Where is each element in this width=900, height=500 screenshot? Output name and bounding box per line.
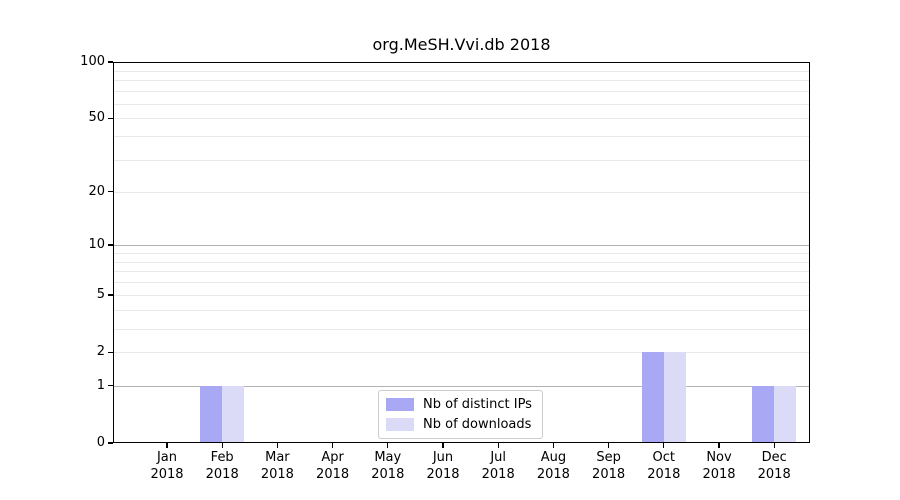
- major-gridline: [114, 245, 809, 247]
- y-tick-mark: [108, 61, 113, 63]
- distinct-ips-bar: [752, 385, 775, 443]
- minor-gridline: [114, 103, 809, 105]
- y-tick-label: 2: [96, 344, 105, 360]
- distinct-ips-bar: [200, 385, 223, 443]
- x-tick-label: Feb 2018: [205, 450, 239, 482]
- minor-gridline: [114, 80, 809, 82]
- y-tick-label: 20: [88, 183, 105, 199]
- y-tick-mark: [108, 294, 113, 296]
- x-tick-mark: [718, 443, 720, 448]
- x-tick-label: Nov 2018: [702, 450, 736, 482]
- legend-swatch-icon: [386, 398, 414, 411]
- y-tick-mark: [108, 351, 113, 353]
- minor-gridline: [114, 352, 809, 354]
- x-tick-label: Apr 2018: [316, 450, 350, 482]
- y-tick-mark: [108, 244, 113, 246]
- x-tick-mark: [387, 443, 389, 448]
- x-tick-mark: [166, 443, 168, 448]
- y-tick-label: 50: [88, 110, 105, 126]
- minor-gridline: [114, 159, 809, 161]
- downloads-bar: [663, 352, 686, 443]
- y-tick-label: 100: [80, 54, 105, 69]
- legend-entry: Nb of distinct IPs: [386, 397, 532, 412]
- x-tick-label: Dec 2018: [757, 450, 791, 482]
- x-tick-mark: [332, 443, 334, 448]
- y-tick-mark: [108, 385, 113, 387]
- x-tick-mark: [663, 443, 665, 448]
- minor-gridline: [114, 70, 809, 72]
- x-tick-label: Jul 2018: [481, 450, 515, 482]
- y-tick-label: 10: [88, 237, 105, 253]
- y-tick-mark: [108, 117, 113, 120]
- legend: Nb of distinct IPs Nb of downloads: [378, 390, 543, 439]
- y-tick-mark: [108, 191, 113, 193]
- x-tick-label: May 2018: [371, 450, 405, 482]
- chart-title: org.MeSH.Vvi.db 2018: [372, 35, 551, 54]
- major-gridline: [114, 385, 809, 387]
- x-tick-mark: [442, 443, 444, 448]
- minor-gridline: [114, 282, 809, 284]
- legend-swatch-icon: [386, 418, 414, 431]
- x-tick-label: Jun 2018: [426, 450, 460, 482]
- minor-gridline: [114, 261, 809, 263]
- minor-gridline: [114, 295, 809, 297]
- downloads-bar: [774, 385, 797, 443]
- y-tick-label: 1: [96, 377, 105, 393]
- legend-entry: Nb of downloads: [386, 417, 532, 432]
- distinct-ips-bar: [641, 352, 664, 443]
- minor-gridline: [114, 310, 809, 312]
- x-tick-mark: [773, 443, 775, 448]
- minor-gridline: [114, 252, 809, 254]
- x-tick-mark: [276, 443, 279, 448]
- y-tick-label: 5: [96, 287, 105, 303]
- y-tick-label: 0: [96, 435, 105, 450]
- x-tick-label: Jan 2018: [150, 450, 184, 482]
- x-tick-mark: [221, 443, 223, 448]
- y-tick-mark: [108, 442, 113, 444]
- x-tick-mark: [497, 443, 499, 448]
- minor-gridline: [114, 271, 809, 273]
- legend-label: Nb of downloads: [423, 417, 532, 432]
- minor-gridline: [114, 91, 809, 93]
- x-tick-label: Oct 2018: [647, 450, 681, 482]
- x-tick-label: Aug 2018: [536, 450, 570, 482]
- minor-gridline: [114, 328, 809, 330]
- x-tick-mark: [552, 443, 555, 448]
- minor-gridline: [114, 136, 809, 138]
- x-tick-label: Sep 2018: [592, 450, 626, 482]
- minor-gridline: [114, 191, 809, 193]
- x-tick-label: Mar 2018: [260, 450, 294, 482]
- minor-gridline: [114, 118, 809, 120]
- major-gridline: [114, 62, 809, 63]
- downloads-bar: [222, 385, 245, 443]
- x-tick-mark: [608, 443, 610, 448]
- legend-label: Nb of distinct IPs: [423, 397, 532, 412]
